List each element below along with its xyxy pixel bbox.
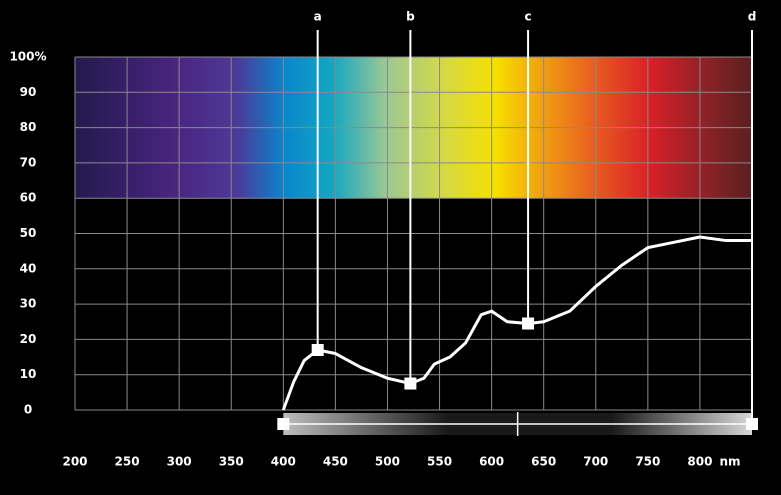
range-handle	[277, 418, 290, 430]
x-tick-label: 750	[635, 455, 660, 469]
x-unit: nm	[719, 455, 740, 469]
marker-point	[522, 317, 535, 330]
x-tick-label: 450	[323, 455, 348, 469]
y-tick-label: 40	[20, 261, 37, 275]
y-tick-label: 20	[20, 332, 37, 346]
y-tick-label: 80	[20, 120, 37, 134]
marker-point	[311, 343, 324, 356]
x-tick-label: 550	[427, 455, 452, 469]
y-tick-label: 10	[20, 367, 37, 381]
x-tick-label: 600	[479, 455, 504, 469]
y-tick-label: 0	[24, 403, 32, 417]
x-tick-label: 250	[115, 455, 140, 469]
x-tick-label: 300	[167, 455, 192, 469]
marker-label: c	[525, 10, 532, 24]
y-tick-label: 60	[20, 191, 37, 205]
marker-label: d	[748, 10, 757, 24]
x-tick-label: 350	[219, 455, 244, 469]
x-tick-label: 700	[583, 455, 608, 469]
x-tick-label: 500	[375, 455, 400, 469]
y-tick-label: 50	[20, 226, 37, 240]
y-tick-label: 70	[20, 155, 37, 169]
x-tick-label: 800	[687, 455, 712, 469]
data-line	[281, 235, 752, 411]
y-tick-label: 30	[20, 297, 37, 311]
marker-label: a	[314, 10, 322, 24]
marker-label: b	[406, 10, 415, 24]
x-tick-label: 200	[62, 455, 87, 469]
marker-point	[404, 377, 417, 390]
y-tick-label: 90	[20, 85, 37, 99]
x-tick-label: 650	[531, 455, 556, 469]
x-tick-label: 400	[271, 455, 296, 469]
y-tick-label: 100%	[9, 50, 46, 64]
